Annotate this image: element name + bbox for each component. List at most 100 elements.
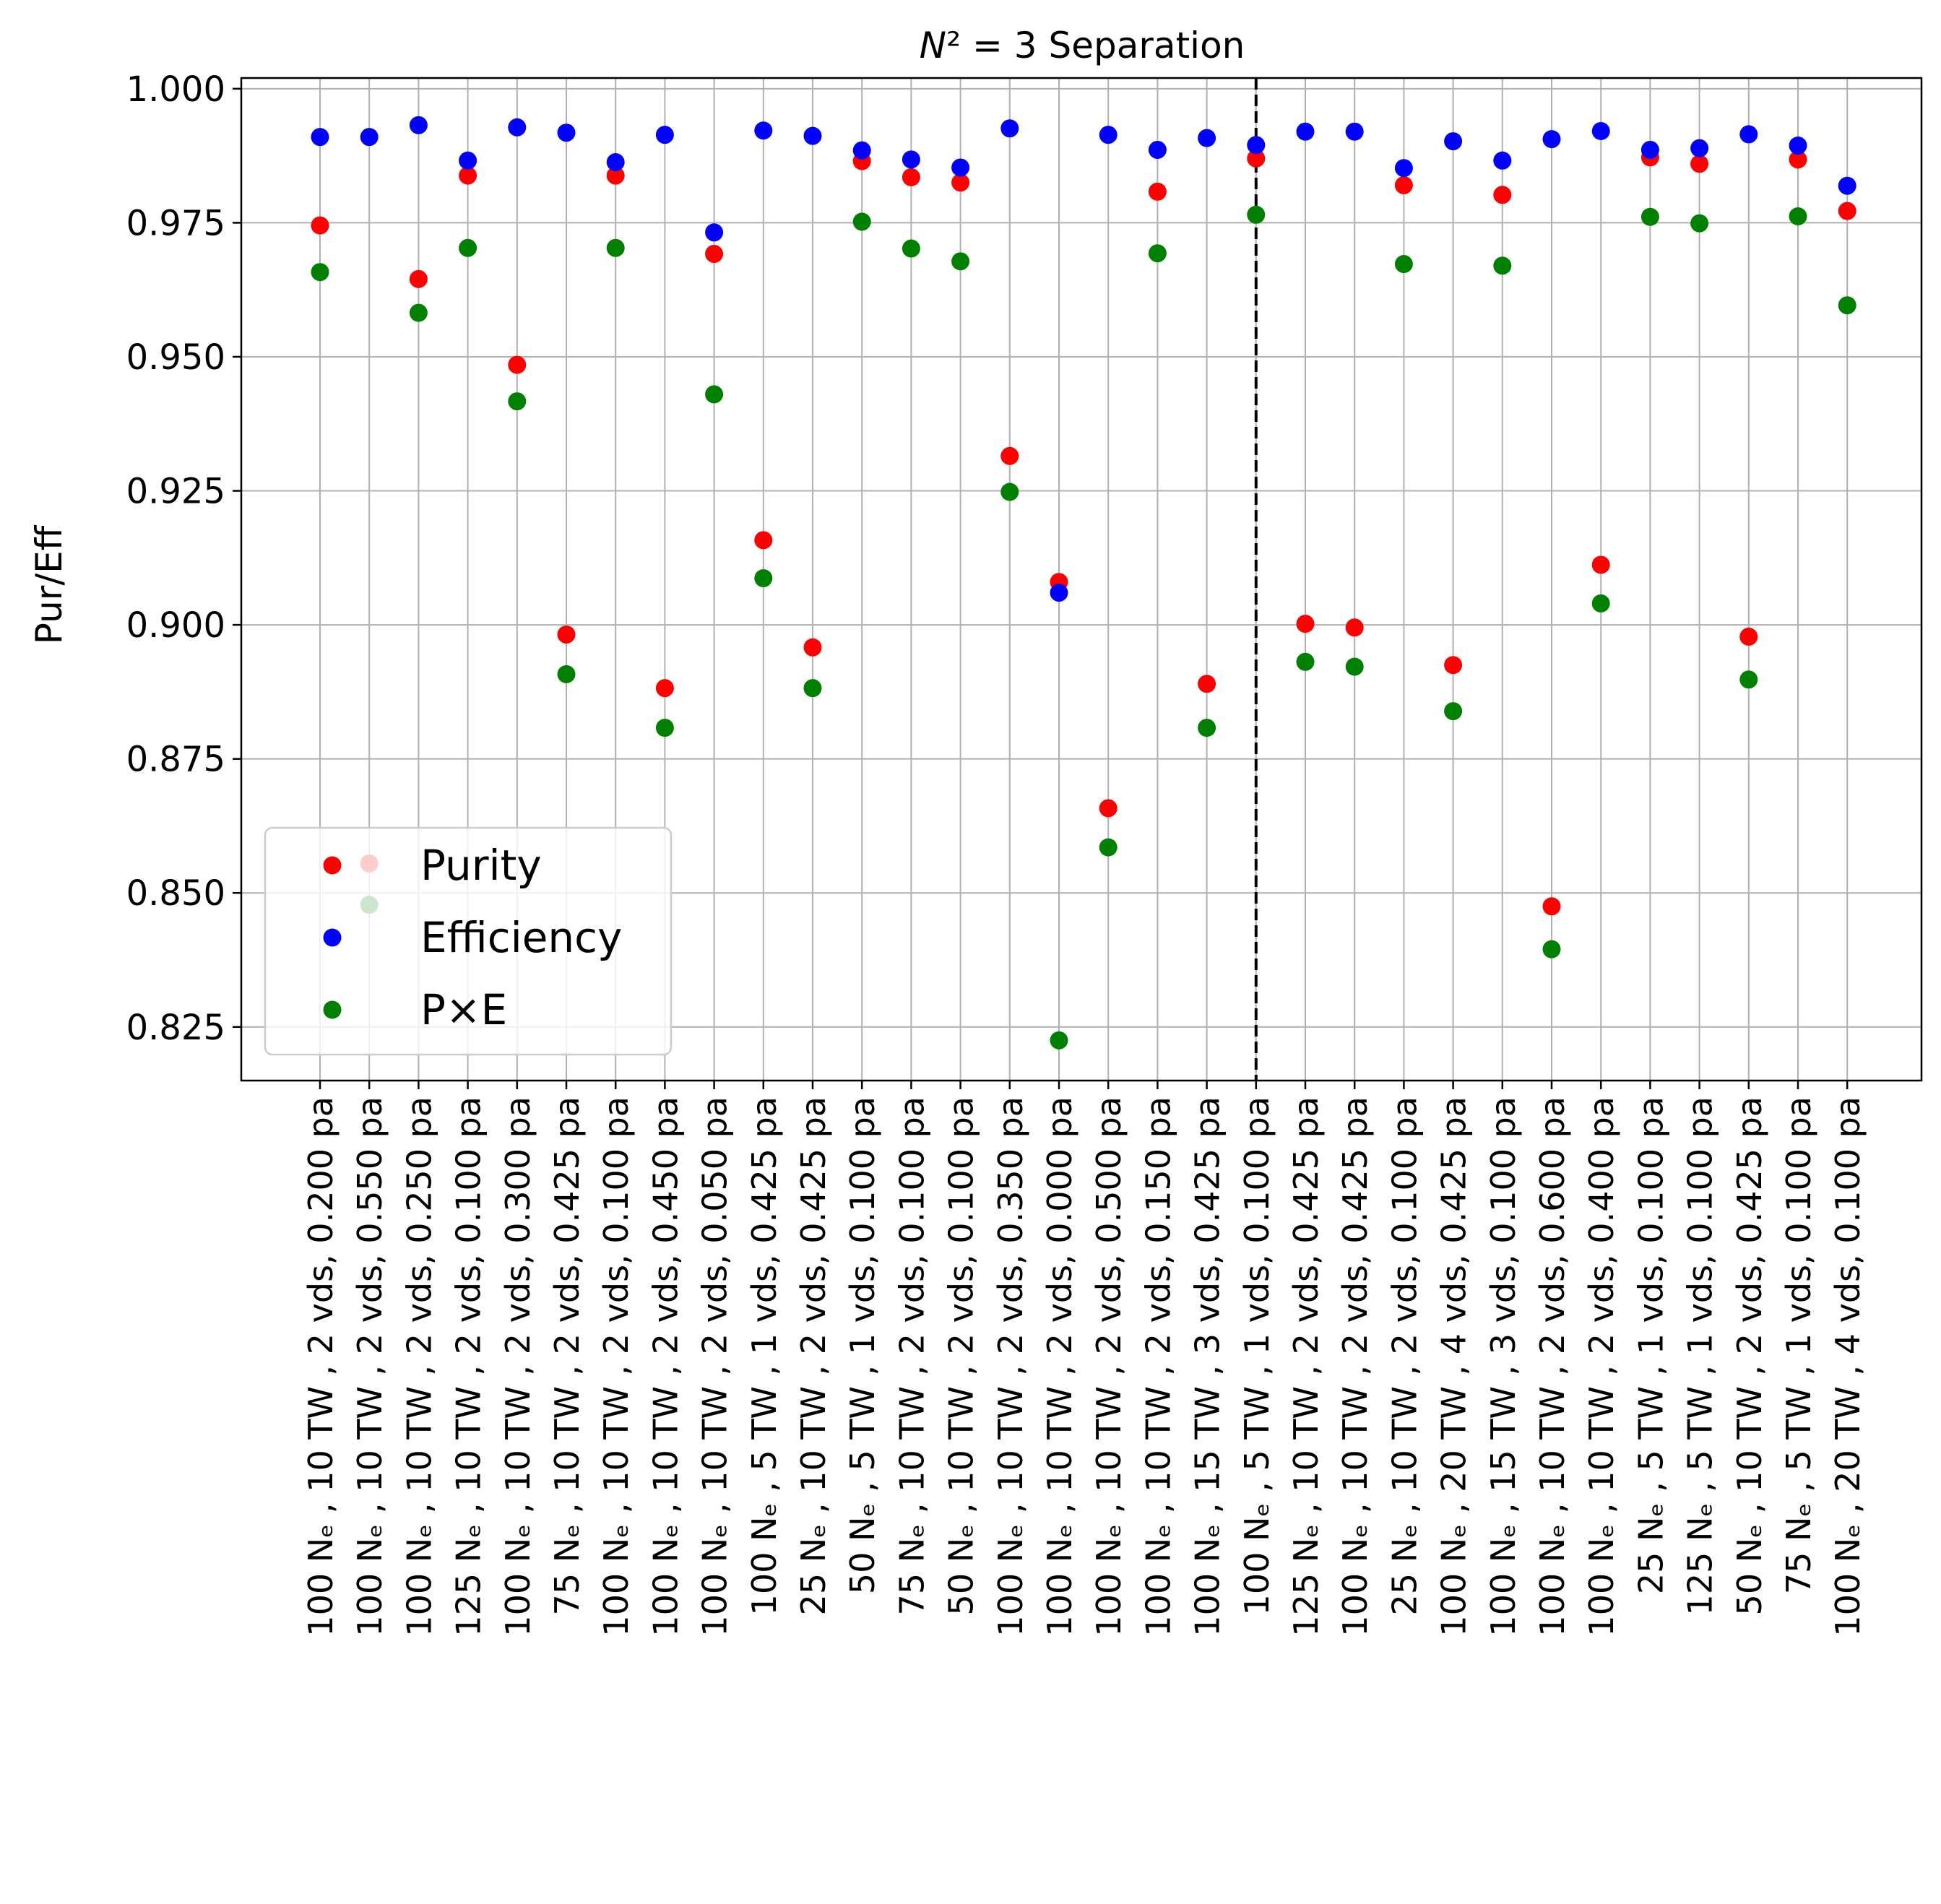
point-purity-20 [1296,615,1315,633]
point-purity-5 [557,625,576,644]
x-tick-label: 75 Nₑ , 10 TW , 2 vds, 0.425 pa [548,1096,587,1615]
x-tick-label: 125 Nₑ , 10 TW , 2 vds, 0.100 pa [449,1096,488,1637]
point-purity-24 [1493,186,1512,204]
point-efficiency-16 [1099,126,1118,144]
x-tick-label: 25 Nₑ , 10 TW , 2 vds, 0.100 pa [1385,1096,1424,1615]
point-purity-2 [409,269,428,288]
point-p×e-15 [1050,1031,1068,1050]
point-efficiency-20 [1296,122,1315,141]
point-efficiency-11 [852,141,871,160]
legend-box [264,826,673,1056]
x-tick-label: 100 Nₑ , 10 TW , 2 vds, 0.425 pa [1336,1096,1375,1637]
point-efficiency-19 [1247,136,1266,155]
point-purity-19 [1247,149,1266,168]
point-purity-28 [1690,155,1709,173]
series-Purity [311,148,1856,916]
x-tick-label: 100 Nₑ , 15 TW , 3 vds, 0.100 pa [1484,1096,1523,1637]
point-purity-14 [1000,446,1019,465]
point-p×e-7 [655,719,674,737]
point-efficiency-5 [557,124,576,142]
x-tick-label: 100 Nₑ , 10 TW , 2 vds, 0.450 pa [646,1096,685,1637]
point-efficiency-31 [1838,176,1856,195]
y-tick-label: 0.875 [126,740,225,780]
point-efficiency-30 [1789,137,1807,155]
point-efficiency-23 [1444,132,1463,151]
point-efficiency-14 [1000,119,1019,138]
point-p×e-11 [852,212,871,231]
point-p×e-27 [1640,207,1659,226]
point-efficiency-27 [1640,140,1659,159]
x-tick-label: 100 Nₑ , 10 TW , 2 vds, 0.150 pa [1138,1096,1177,1637]
x-tick-label: 25 Nₑ , 5 TW , 1 vds, 0.100 pa [1631,1096,1670,1594]
point-purity-26 [1591,555,1610,574]
x-tick-label: 100 Nₑ , 10 TW , 2 vds, 0.550 pa [350,1096,389,1637]
x-tick-label: 100 Nₑ , 10 TW , 2 vds, 0.250 pa [399,1096,438,1637]
point-efficiency-29 [1739,125,1758,144]
point-p×e-5 [557,665,576,683]
y-tick-label: 0.950 [126,337,225,378]
point-purity-31 [1838,202,1856,220]
x-tick-label: 75 Nₑ , 10 TW , 2 vds, 0.100 pa [892,1096,931,1615]
point-p×e-26 [1591,594,1610,613]
point-purity-23 [1444,656,1463,675]
point-purity-12 [902,168,920,186]
point-purity-17 [1148,182,1167,201]
point-p×e-9 [754,569,773,588]
point-purity-7 [655,679,674,698]
point-purity-3 [459,166,477,185]
point-purity-29 [1739,627,1758,646]
x-tick-label: 100 Nₑ , 5 TW , 1 vds, 0.425 pa [745,1096,784,1615]
point-p×e-22 [1394,255,1413,274]
x-tick-label: 100 Nₑ , 20 TW , 4 vds, 0.425 pa [1435,1096,1474,1637]
point-efficiency-4 [508,118,527,137]
point-p×e-3 [459,238,477,257]
x-tick-label: 50 Nₑ , 10 TW , 2 vds, 0.425 pa [1730,1096,1769,1615]
point-efficiency-3 [459,151,477,170]
x-tick-label: 100 Nₑ , 10 TW , 2 vds, 0.050 pa [696,1096,735,1637]
point-purity-21 [1345,618,1364,637]
legend: Purity Efficiency P×E [264,826,673,1056]
y-tick-label: 0.975 [126,203,225,243]
y-tick-label: 0.825 [126,1008,225,1048]
point-p×e-28 [1690,214,1709,233]
point-p×e-23 [1444,702,1463,721]
point-purity-6 [606,166,625,185]
point-p×e-0 [311,263,329,282]
point-purity-8 [705,244,724,263]
y-tick-label: 1.000 [126,69,225,110]
point-p×e-12 [902,239,920,258]
chart-title: N² = 3 Separation [920,25,1245,66]
point-p×e-2 [409,303,428,322]
point-purity-22 [1394,176,1413,194]
point-p×e-17 [1148,244,1167,263]
x-tick-label: 100 Nₑ , 10 TW , 2 vds, 0.500 pa [1089,1096,1128,1637]
point-purity-13 [951,173,970,192]
point-p×e-31 [1838,296,1856,315]
point-efficiency-22 [1394,159,1413,178]
point-efficiency-2 [409,116,428,134]
point-efficiency-17 [1148,140,1167,159]
point-purity-30 [1789,150,1807,169]
x-tick-label: 100 Nₑ , 10 TW , 2 vds, 0.100 pa [597,1096,636,1637]
point-p×e-10 [803,679,822,698]
point-efficiency-7 [655,126,674,144]
point-p×e-16 [1099,838,1118,857]
point-efficiency-15 [1050,584,1068,602]
point-p×e-18 [1198,719,1216,737]
y-tick-label: 0.850 [126,873,225,914]
x-tick-label: 100 Nₑ , 10 TW , 2 vds, 0.300 pa [498,1096,537,1637]
x-tick-label: 100 Nₑ , 10 TW , 2 vds, 0.600 pa [1533,1096,1572,1637]
point-p×e-6 [606,238,625,257]
point-efficiency-10 [803,126,822,145]
y-tick-label: 0.925 [126,472,225,512]
x-tick-label: 100 Nₑ , 10 TW , 2 vds, 0.000 pa [1040,1096,1079,1637]
point-purity-4 [508,355,527,374]
point-p×e-25 [1542,940,1561,959]
point-efficiency-24 [1493,151,1512,170]
point-efficiency-6 [606,153,625,172]
point-efficiency-28 [1690,139,1709,157]
point-p×e-21 [1345,657,1364,676]
x-tick-label: 100 Nₑ , 5 TW , 1 vds, 0.100 pa [1237,1096,1276,1615]
point-efficiency-1 [360,128,379,147]
